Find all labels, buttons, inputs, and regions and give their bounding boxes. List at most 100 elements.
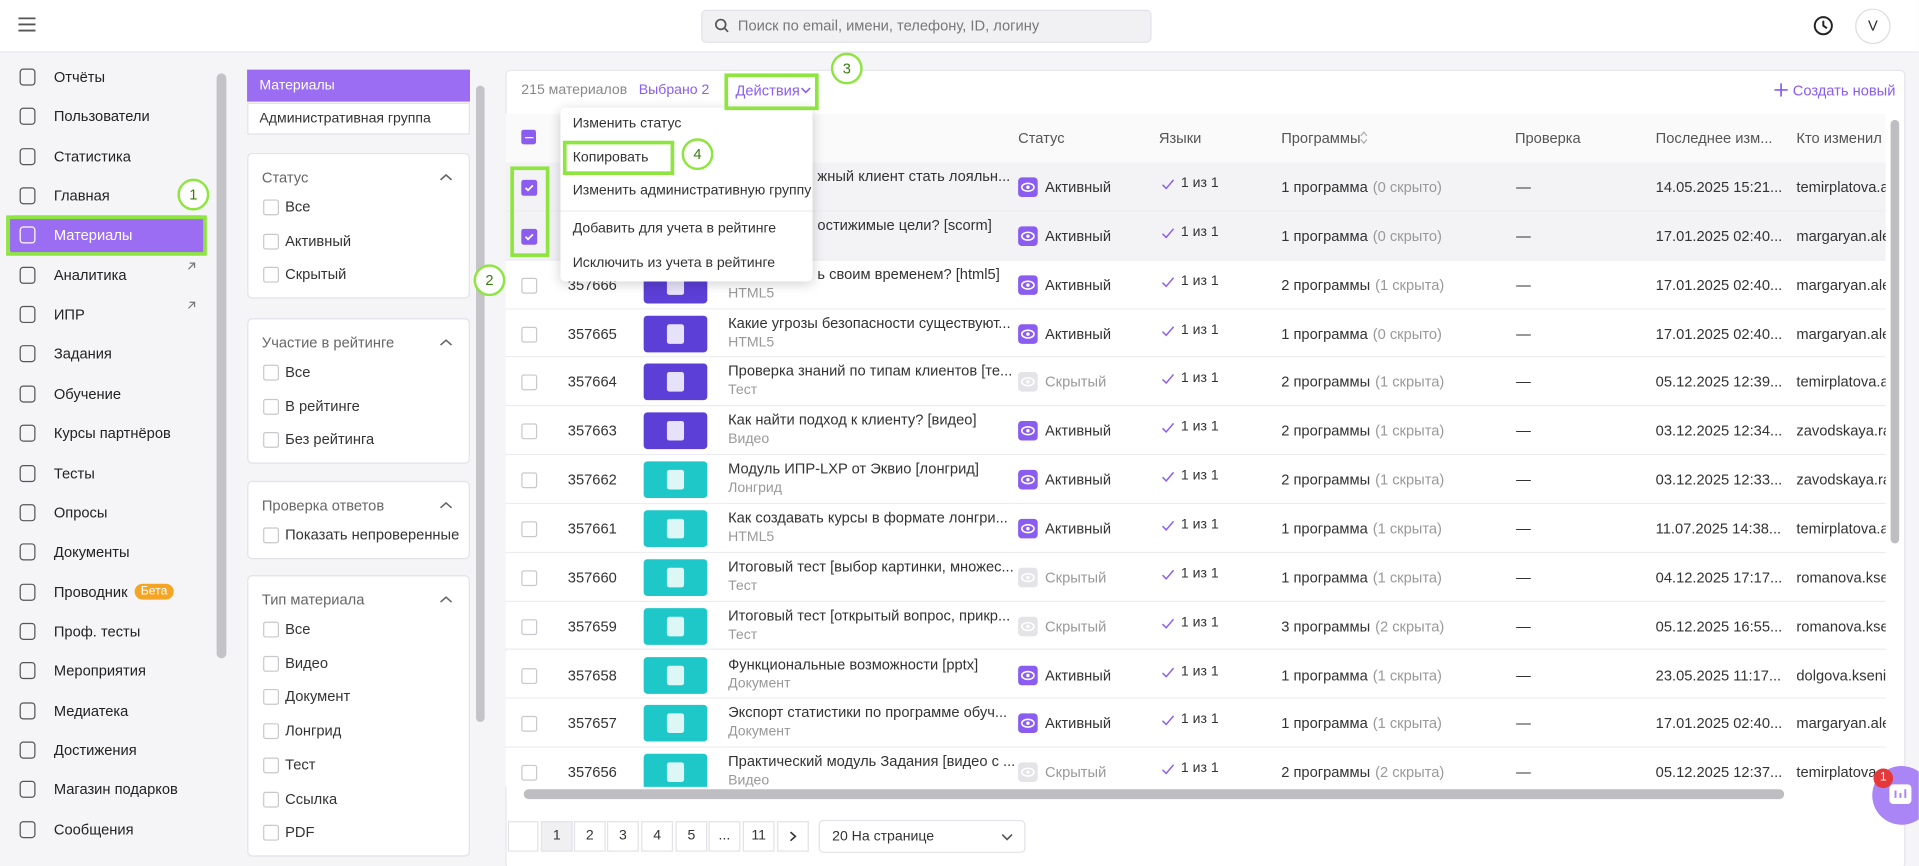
nav-item[interactable]: Статистика: [53, 147, 131, 165]
create-button[interactable]: Создать новый: [1792, 81, 1896, 100]
column-header[interactable]: Языки: [1158, 129, 1202, 147]
page-button[interactable]: ...: [708, 821, 741, 852]
nav-item[interactable]: Тесты: [53, 464, 95, 482]
page-button[interactable]: 1: [540, 821, 573, 852]
nav-item[interactable]: Материалы: [53, 226, 133, 244]
row-title[interactable]: Функциональные возможности [pptx]: [728, 655, 979, 673]
nav-item[interactable]: Аналитика: [53, 266, 127, 284]
row-checkbox[interactable]: [521, 423, 538, 440]
page-button[interactable]: 5: [675, 821, 708, 852]
nav-item[interactable]: Достижения: [53, 741, 137, 759]
filter-option[interactable]: Все: [285, 198, 311, 216]
filter-tab[interactable]: Материалы: [247, 69, 470, 102]
column-header[interactable]: Проверка: [1514, 129, 1581, 147]
filter-option[interactable]: Без рейтинга: [285, 431, 375, 449]
page-prev[interactable]: [507, 821, 539, 852]
checkbox[interactable]: [263, 689, 280, 706]
column-header[interactable]: Статус: [1018, 129, 1065, 147]
menu-item[interactable]: Изменить административную группу: [572, 183, 812, 199]
nav-item[interactable]: Пользователи: [53, 108, 150, 126]
menu-item[interactable]: Изменить статус: [572, 116, 682, 131]
checkbox[interactable]: [263, 791, 280, 808]
nav-item[interactable]: Мероприятия: [53, 662, 146, 680]
actions-button[interactable]: Действия: [735, 81, 800, 100]
per-page-select[interactable]: 20 На странице: [818, 819, 1026, 853]
menu-item[interactable]: Добавить для учета в рейтинге: [572, 221, 777, 237]
nav-item[interactable]: Курсы партнёров: [53, 424, 171, 442]
filter-option[interactable]: Тест: [285, 755, 316, 774]
row-checkbox[interactable]: [521, 667, 538, 684]
nav-item[interactable]: Задания: [53, 345, 112, 363]
column-header[interactable]: Кто изменил: [1796, 129, 1882, 147]
row-title[interactable]: Проверка знаний по типам клиентов [те...: [728, 362, 1013, 380]
row-title[interactable]: Как найти подход к клиенту? [видео]: [728, 411, 977, 429]
nav-item[interactable]: Документы: [53, 543, 130, 561]
menu-item[interactable]: Копировать: [572, 150, 649, 166]
avatar[interactable]: V: [1855, 8, 1891, 45]
row-title[interactable]: Итоговый тест [открытый вопрос, прикр...: [728, 606, 1011, 624]
row-title[interactable]: Практический модуль Задания [видео с ...: [728, 752, 1016, 770]
checkbox[interactable]: [263, 757, 280, 774]
row-checkbox[interactable]: [521, 277, 538, 294]
checkbox[interactable]: [263, 432, 280, 449]
checkbox[interactable]: [263, 199, 280, 216]
row-checkbox[interactable]: [521, 228, 538, 245]
column-header[interactable]: Последнее изм...: [1655, 129, 1773, 147]
nav-item[interactable]: Проводник: [53, 583, 128, 601]
nav-item[interactable]: Обучение: [53, 385, 121, 403]
row-checkbox[interactable]: [521, 472, 538, 489]
nav-item[interactable]: Проф. тесты: [53, 622, 141, 640]
checkbox[interactable]: [263, 364, 280, 381]
checkbox[interactable]: [263, 398, 280, 415]
checkbox[interactable]: [263, 233, 280, 250]
checkbox[interactable]: [263, 655, 280, 672]
row-title[interactable]: Модуль ИПР-LXP от Эквио [лонгрид]: [728, 460, 979, 478]
filter-option[interactable]: Лонгрид: [285, 722, 342, 740]
nav-item[interactable]: Главная: [53, 187, 110, 205]
filter-option[interactable]: Все: [285, 363, 311, 381]
menu-item[interactable]: Исключить из учета в рейтинге: [572, 255, 776, 271]
row-checkbox[interactable]: [521, 521, 538, 538]
page-button[interactable]: 2: [573, 821, 606, 852]
row-title[interactable]: остижимые цели? [scorm]: [817, 216, 992, 234]
row-checkbox[interactable]: [521, 716, 538, 733]
row-title[interactable]: Экспорт статистики по программе обуч...: [728, 704, 1008, 722]
page-button[interactable]: 11: [742, 821, 775, 852]
row-title[interactable]: Итоговый тест [выбор картинки, множес...: [728, 557, 1014, 575]
filter-option[interactable]: PDF: [285, 823, 315, 841]
row-checkbox[interactable]: [521, 374, 538, 391]
row-checkbox[interactable]: [521, 618, 538, 635]
page-button[interactable]: 3: [606, 821, 639, 852]
nav-item[interactable]: Медиатека: [53, 701, 129, 720]
filter-option[interactable]: Активный: [285, 232, 352, 250]
filter-option[interactable]: Видео: [285, 654, 329, 672]
nav-item[interactable]: Сообщения: [53, 820, 134, 838]
search-box[interactable]: [701, 9, 1152, 43]
checkbox[interactable]: [263, 621, 280, 638]
filter-tab[interactable]: Административная группа: [247, 102, 470, 135]
history-button[interactable]: [1811, 13, 1835, 37]
row-title[interactable]: Какие угрозы безопасности существуют...: [728, 313, 1011, 332]
row-checkbox[interactable]: [521, 569, 538, 586]
menu-button[interactable]: [18, 17, 36, 32]
filter-option[interactable]: Ссылка: [285, 789, 338, 808]
filter-option[interactable]: Скрытый: [285, 266, 347, 284]
row-title[interactable]: Как создавать курсы в формате лонгри...: [728, 508, 1008, 527]
row-title[interactable]: жный клиент стать лояльн...: [817, 167, 1011, 185]
checkbox[interactable]: [263, 267, 280, 284]
row-title[interactable]: ь своим временем? [html5]: [817, 265, 1000, 283]
filter-option[interactable]: В рейтинге: [285, 397, 360, 415]
row-checkbox[interactable]: [521, 179, 538, 196]
checkbox[interactable]: [263, 527, 280, 544]
row-checkbox[interactable]: [521, 765, 538, 781]
nav-item[interactable]: ИПР: [53, 306, 85, 324]
checkbox[interactable]: [263, 723, 280, 740]
checkbox[interactable]: [263, 825, 280, 841]
nav-item[interactable]: Опросы: [53, 503, 108, 522]
page-next[interactable]: [777, 821, 809, 852]
page-button[interactable]: 4: [641, 821, 674, 852]
filter-option[interactable]: Все: [285, 620, 311, 638]
filter-option[interactable]: Показать непроверенные: [285, 526, 460, 544]
nav-item[interactable]: Отчёты: [53, 68, 106, 86]
row-checkbox[interactable]: [521, 326, 538, 343]
